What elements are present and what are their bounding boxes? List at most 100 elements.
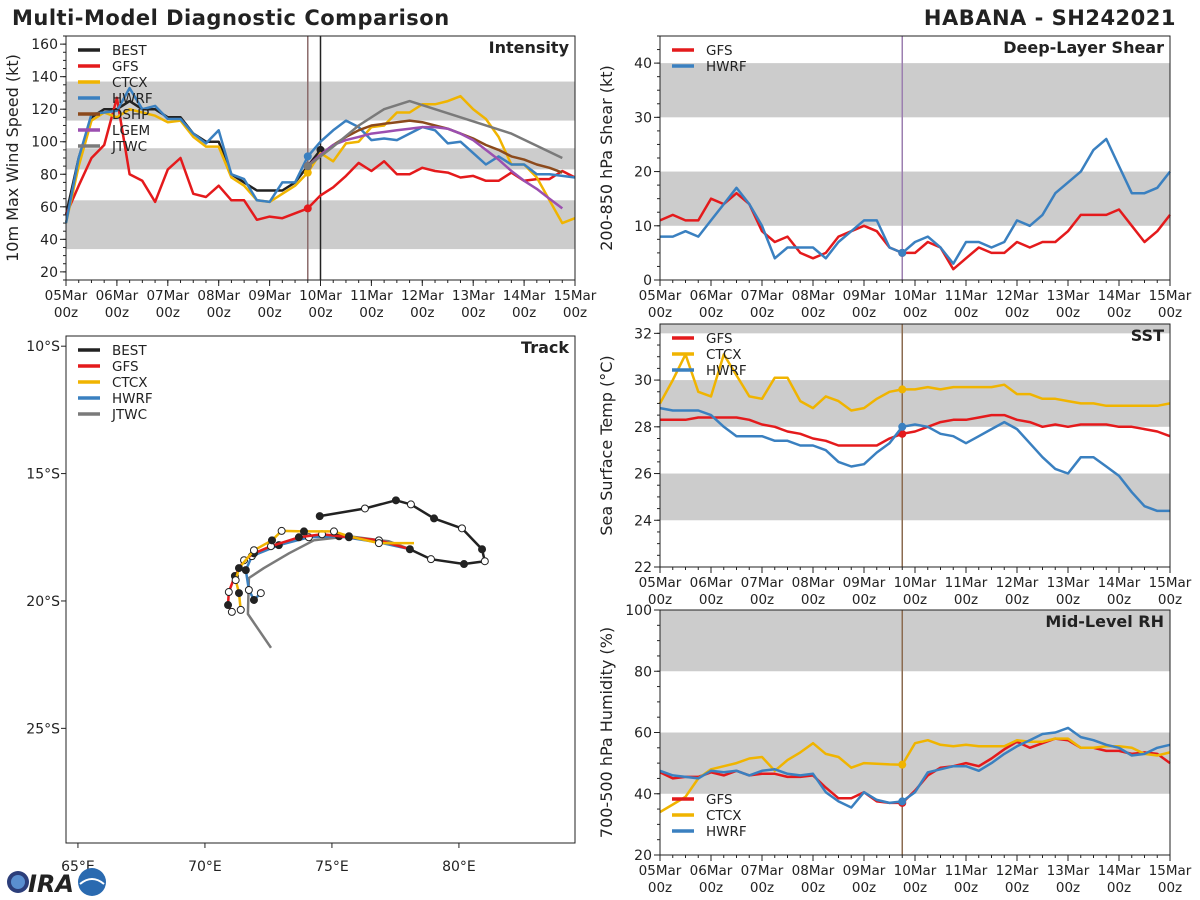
series-line-jtwc: [307, 99, 563, 168]
x-tick-label-day: 11Mar: [350, 288, 393, 304]
legend-label-dshp: DSHP: [112, 107, 149, 123]
x-tick-label-hour: 00z: [750, 592, 774, 608]
panel-title: Intensity: [489, 38, 570, 57]
track-position-marker: [360, 504, 369, 513]
x-tick-label-hour: 00z: [852, 880, 876, 896]
x-tick-label-day: 10Mar: [299, 288, 342, 304]
legend-label-hwrf: HWRF: [112, 391, 153, 407]
analysis-marker-hwrf: [898, 248, 907, 257]
x-tick-label-day: 08Mar: [792, 575, 835, 591]
plot-area: [66, 336, 575, 843]
x-tick-label-hour: 00z: [461, 305, 485, 321]
x-tick-label-day: 07Mar: [741, 288, 784, 304]
intensity-panel: 2040608010012014016005Mar00z06Mar00z07Ma…: [3, 35, 597, 321]
x-tick-label-day: 15Mar: [1149, 863, 1192, 879]
legend-label-gfs: GFS: [112, 359, 139, 375]
series-line-hwrf: [660, 137, 1171, 265]
y-tick-label: 80: [634, 664, 652, 680]
analysis-marker-ctcx: [898, 760, 907, 769]
x-tick-label-day: 09Mar: [843, 288, 886, 304]
track-position-marker: [405, 545, 414, 554]
legend-label-jtwc: JTWC: [111, 139, 147, 155]
x-tick-label-day: 15Mar: [1149, 288, 1192, 304]
y-tick-label: 30: [634, 373, 652, 389]
track-panel: 65°E 70°E 75°E 80°E10°S15°S20°S25°SBESTGFSC…: [26, 335, 576, 875]
series-line-hwrf: [659, 726, 1171, 809]
analysis-marker-jtwc: [303, 162, 312, 171]
y-tick-label: 22: [634, 560, 652, 576]
threshold-band: [660, 171, 1170, 226]
x-tick-label-day: 13Mar: [452, 288, 495, 304]
x-tick-label-hour: 00z: [1005, 592, 1029, 608]
y-tick-label: 40: [634, 787, 652, 803]
x-tick-label-hour: 00z: [1158, 592, 1182, 608]
x-tick-label-day: 07Mar: [741, 863, 784, 879]
x-tick-label-hour: 00z: [648, 880, 672, 896]
x-tick-label-hour: 00z: [1158, 880, 1182, 896]
track-position-marker: [299, 527, 308, 536]
x-tick-label-hour: 00z: [903, 880, 927, 896]
x-tick-label-day: 05Mar: [639, 863, 682, 879]
x-tick-label-day: 10Mar: [894, 288, 937, 304]
x-tick-label-day: 11Mar: [945, 288, 988, 304]
plot-frame: [65, 335, 576, 844]
legend-label-gfs: GFS: [706, 792, 733, 808]
track-position-marker: [249, 595, 258, 604]
y-tick-label: 80: [40, 167, 58, 183]
legend-label-gfs: GFS: [706, 43, 733, 59]
sst-panel: 22242628303205Mar00z06Mar00z07Mar00z08Ma…: [597, 323, 1192, 608]
x-tick-label-hour: 00z: [156, 305, 180, 321]
plot-frame: [65, 35, 576, 281]
x-tick-label-hour: 00z: [1056, 880, 1080, 896]
y-tick-label: 20: [40, 265, 58, 281]
logo-lettering: IRA: [28, 870, 74, 898]
x-tick-label-day: 05Mar: [639, 575, 682, 591]
track-position-marker: [227, 607, 236, 616]
x-tick-label-day: 12Mar: [996, 575, 1039, 591]
panel-title: Mid-Level RH: [1045, 612, 1164, 631]
storm-name: HABANA - SH242021: [923, 6, 1176, 30]
track-position-marker: [480, 557, 489, 566]
x-tick-label-day: 13Mar: [1047, 863, 1090, 879]
shear-panel: 01020304005Mar00z06Mar00z07Mar00z08Mar00…: [597, 35, 1192, 321]
x-tick-label-hour: 00z: [699, 880, 723, 896]
x-tick-label-hour: 00z: [903, 305, 927, 321]
y-axis-label: 10m Max Wind Speed (kt): [3, 54, 22, 262]
x-tick-label-hour: 00z: [903, 592, 927, 608]
x-tick-label-hour: 00z: [1107, 592, 1131, 608]
track-position-marker: [329, 527, 338, 536]
x-tick-label-hour: 00z: [954, 880, 978, 896]
x-tick-label-hour: 00z: [512, 305, 536, 321]
plot-frame: [659, 35, 1171, 281]
x-tick-label-day: 14Mar: [1098, 863, 1141, 879]
x-tick-label-day: 05Mar: [45, 288, 88, 304]
series-line-ctcx: [658, 353, 1171, 412]
cira-logo: IRA: [7, 868, 106, 898]
x-tick-label-day: 07Mar: [146, 288, 189, 304]
lat-tick-label: 10°S: [26, 339, 60, 355]
threshold-band: [660, 324, 1170, 334]
x-tick-label-hour: 00z: [801, 592, 825, 608]
y-tick-label: 24: [634, 513, 652, 529]
x-tick-label-day: 08Mar: [792, 863, 835, 879]
x-tick-label-hour: 00z: [954, 305, 978, 321]
legend-label-ctcx: CTCX: [706, 347, 742, 363]
track-position-marker: [249, 546, 258, 555]
track-position-marker: [391, 496, 400, 505]
y-tick-label: 100: [625, 603, 652, 619]
x-tick-label-day: 11Mar: [945, 575, 988, 591]
track-position-marker: [277, 526, 286, 535]
legend-label-ctcx: CTCX: [112, 75, 148, 91]
x-tick-label-hour: 00z: [648, 592, 672, 608]
panel-title: Deep-Layer Shear: [1003, 38, 1164, 57]
legend-label-gfs: GFS: [112, 59, 139, 75]
track-position-marker: [294, 533, 303, 542]
x-tick-label-hour: 00z: [648, 305, 672, 321]
track-position-marker: [224, 588, 233, 597]
threshold-band: [660, 63, 1170, 118]
threshold-band: [660, 473, 1170, 521]
legend-label-lgem: LGEM: [112, 123, 150, 139]
track-position-marker: [315, 512, 324, 521]
series-line-lgem: [306, 125, 564, 210]
legend-label-jtwc: JTWC: [111, 407, 147, 423]
